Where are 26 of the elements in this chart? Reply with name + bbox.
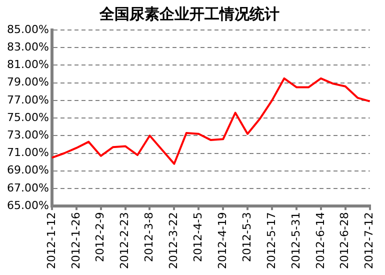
x-tick-label: 2012-2-9 xyxy=(94,212,107,262)
x-tick-label: 2012-2-23 xyxy=(118,212,132,270)
x-tick-label: 2012-5-3 xyxy=(240,212,254,262)
x-tick-label: 2012-3-8 xyxy=(142,212,156,262)
x-tick-label: 2012-5-17 xyxy=(264,212,278,270)
y-tick-label: 69.00% xyxy=(6,164,49,177)
y-tick-label: 71.00% xyxy=(6,146,49,160)
x-tick-label: 2012-3-22 xyxy=(167,212,180,270)
x-tick-label: 2012-6-28 xyxy=(338,212,352,270)
x-tick-label: 2012-1-26 xyxy=(69,212,82,270)
x-tick-label: 2012-7-12 xyxy=(362,212,376,270)
y-tick-label: 81.00% xyxy=(6,58,49,72)
y-tick-label: 67.00% xyxy=(6,181,49,194)
y-tick-label: 79.00% xyxy=(6,76,49,89)
chart-title: 全国尿素企业开工情况统计 xyxy=(98,4,280,23)
y-tick-label: 77.00% xyxy=(6,93,49,106)
y-tick-label: 73.00% xyxy=(6,128,49,142)
y-tick-label: 83.00% xyxy=(6,40,49,54)
y-tick-label: 85.00% xyxy=(6,22,49,36)
x-tick-label: 2012-5-31 xyxy=(289,212,302,270)
x-tick-label: 2012-1-12 xyxy=(44,212,58,270)
y-tick-label: 75.00% xyxy=(6,110,49,124)
x-tick-label: 2012-4-19 xyxy=(216,212,229,270)
x-tick-label: 2012-6-14 xyxy=(314,212,327,270)
y-tick-label: 65.00% xyxy=(6,198,49,212)
x-tick-label: 2012-4-5 xyxy=(192,212,205,262)
